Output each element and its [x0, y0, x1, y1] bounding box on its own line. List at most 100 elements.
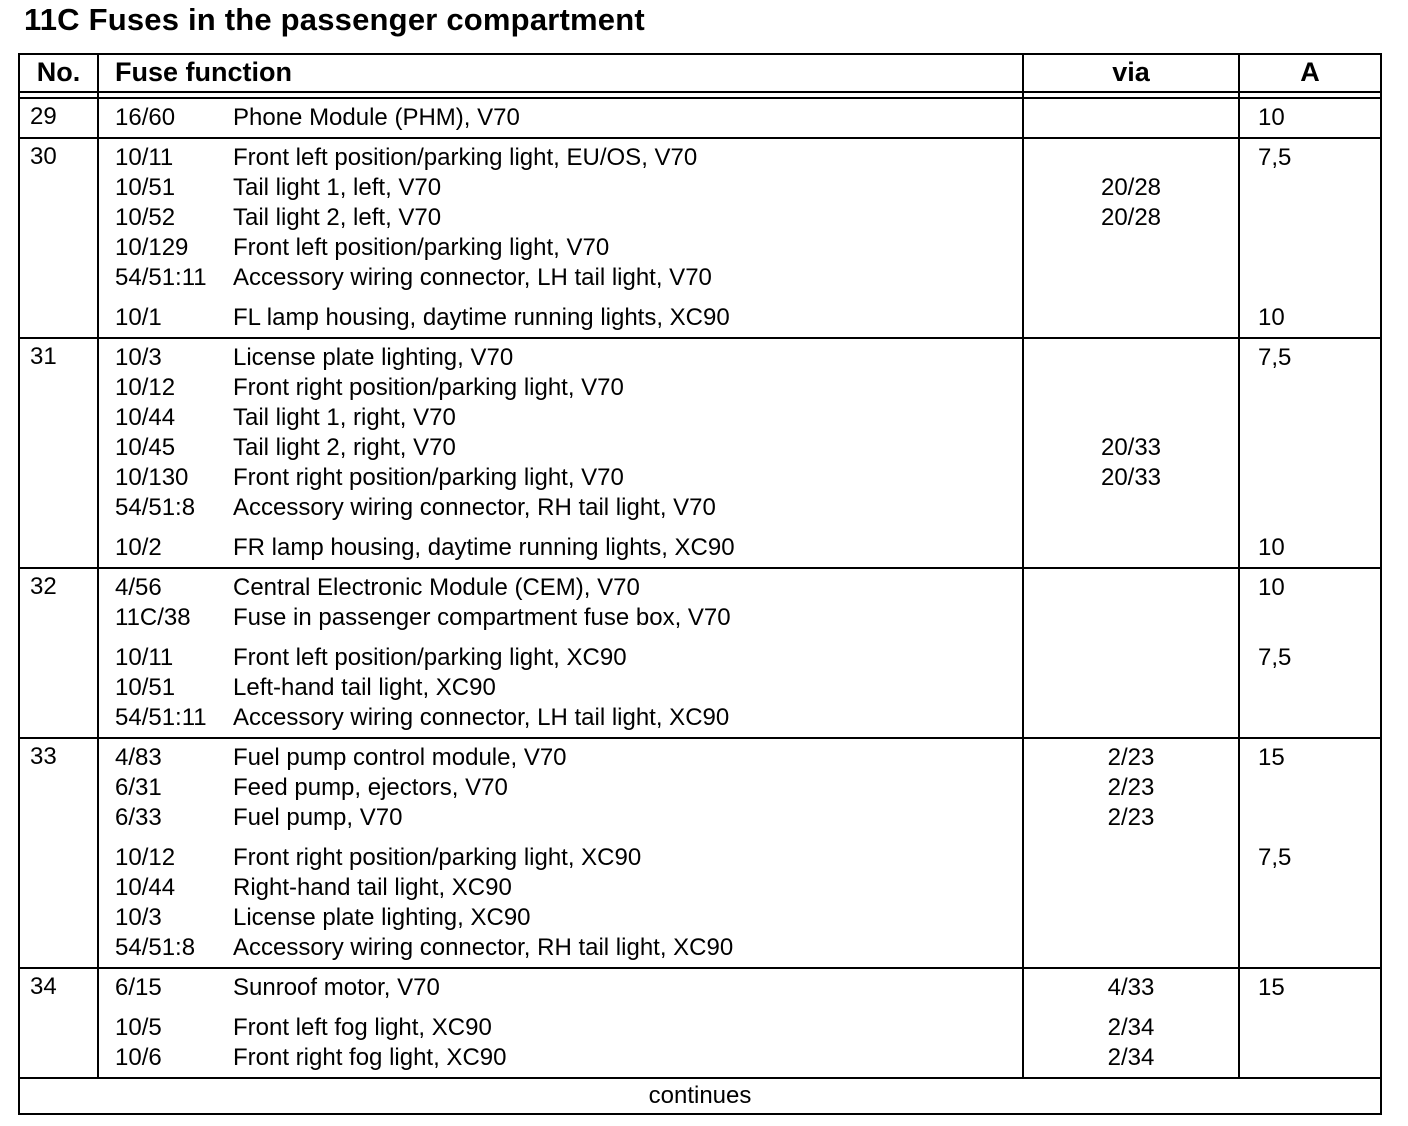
- amp-value: [1240, 373, 1380, 403]
- group-gap: [99, 293, 1022, 303]
- fuse-description: Front left position/parking light, EU/OS…: [233, 144, 698, 171]
- fuse-number: 30: [20, 139, 99, 337]
- fuse-description: Feed pump, ejectors, V70: [233, 774, 508, 801]
- fuse-number: 32: [20, 569, 99, 737]
- fuse-code: 10/130: [115, 464, 189, 491]
- amp-value: 7,5: [1258, 644, 1292, 671]
- fuse-row: 29 16/60 Phone Module (PHM), V70 10: [20, 99, 1380, 139]
- fuse-description: Left-hand tail light, XC90: [233, 674, 496, 701]
- fuse-code: 10/51: [115, 174, 176, 201]
- amp-value: [1240, 773, 1380, 803]
- fuse-description: Front right position/parking light, XC90: [233, 844, 642, 871]
- amp-value: [1240, 1043, 1380, 1073]
- double-line-segment: [1024, 93, 1240, 97]
- fuse-description: Tail light 2, right, V70: [233, 434, 456, 461]
- fuse-description: Fuse in passenger compartment fuse box, …: [233, 604, 731, 631]
- fuse-row: 30 10/11 Front left position/parking light…: [20, 139, 1380, 339]
- via-value: [1024, 903, 1238, 933]
- fuse-description: Accessory wiring connector, LH tail ligh…: [233, 264, 712, 291]
- group-gap: [99, 523, 1022, 533]
- fuse-entry: 10/11 Front left position/parking light, …: [99, 143, 1022, 173]
- fuse-entry: 10/130 Front right position/parking light…: [99, 463, 1022, 493]
- fuse-description: License plate lighting, V70: [233, 344, 514, 371]
- fuse-code: 10/3: [115, 344, 162, 371]
- via-cell: 2/23 2/23 2/23: [1024, 739, 1240, 967]
- group-gap: [1024, 633, 1238, 643]
- continues-row: continues: [20, 1079, 1380, 1113]
- via-value: 2/23: [1107, 744, 1155, 771]
- group-gap: [1024, 833, 1238, 843]
- amp-value: [1240, 873, 1380, 903]
- amp-value: 10: [1258, 534, 1285, 561]
- fuse-description: Sunroof motor, V70: [233, 974, 440, 1001]
- fuse-number: 33: [20, 739, 99, 967]
- fuse-number: 29: [20, 99, 99, 137]
- table-header: No. Fuse function via A: [20, 55, 1380, 93]
- amp-value: 7,5: [1258, 844, 1292, 871]
- amp-value: [1240, 603, 1380, 633]
- fuse-function-cell: 10/3 License plate lighting, V70 10/12 Fron…: [99, 339, 1024, 567]
- fuse-row: 34 6/15 Sunroof motor, V70 10/5 Front left f…: [20, 969, 1380, 1079]
- table-body: 29 16/60 Phone Module (PHM), V70 10 30 10/11 F…: [20, 99, 1380, 1079]
- fuse-code: 10/44: [115, 404, 176, 431]
- fuse-code: 10/12: [115, 374, 176, 401]
- via-value: [1024, 603, 1238, 633]
- fuse-entry: 10/44 Right-hand tail light, XC90: [99, 873, 1022, 903]
- fuse-row: 31 10/3 License plate lighting, V70 10/12 Fr…: [20, 339, 1380, 569]
- via-value: 2/34: [1107, 1014, 1155, 1041]
- fuse-code: 10/45: [115, 434, 176, 461]
- amp-value: 15: [1258, 744, 1285, 771]
- column-header-via: via: [1024, 55, 1240, 91]
- amp-cell: 10: [1240, 99, 1380, 137]
- amp-value: 7,5: [1258, 344, 1292, 371]
- fuse-code: 10/51: [115, 674, 176, 701]
- fuse-function-cell: 6/15 Sunroof motor, V70 10/5 Front left fog…: [99, 969, 1024, 1077]
- continues-label: continues: [648, 1082, 752, 1109]
- fuse-description: Phone Module (PHM), V70: [233, 104, 520, 131]
- group-gap: [99, 633, 1022, 643]
- fuse-code: 10/3: [115, 904, 162, 931]
- fuse-description: Tail light 2, left, V70: [233, 204, 442, 231]
- fuse-description: License plate lighting, XC90: [233, 904, 531, 931]
- fuse-code: 54/51:8: [115, 934, 196, 961]
- fuse-code: 10/11: [115, 644, 174, 671]
- header-double-line: [20, 93, 1380, 99]
- via-value: 20/33: [1100, 434, 1162, 461]
- group-gap: [1240, 633, 1380, 643]
- fuse-code: 10/129: [115, 234, 189, 261]
- fuse-entry: 10/45 Tail light 2, right, V70: [99, 433, 1022, 463]
- via-cell: 4/33 2/34 2/34: [1024, 969, 1240, 1077]
- via-value: 20/28: [1100, 174, 1162, 201]
- via-value: [1024, 673, 1238, 703]
- amp-cell: 10 7,5: [1240, 569, 1380, 737]
- via-value: [1024, 573, 1238, 603]
- amp-cell: 7,5 10: [1240, 339, 1380, 567]
- amp-value: [1240, 403, 1380, 433]
- via-value: [1024, 233, 1238, 263]
- amp-value: 7,5: [1258, 144, 1292, 171]
- amp-cell: 15: [1240, 969, 1380, 1077]
- via-value: [1024, 143, 1238, 173]
- amp-value: [1240, 203, 1380, 233]
- via-value: [1024, 403, 1238, 433]
- fuse-function-cell: 10/11 Front left position/parking light, …: [99, 139, 1024, 337]
- double-line-segment: [99, 93, 1024, 97]
- via-value: [1024, 933, 1238, 963]
- double-line-segment: [20, 93, 99, 97]
- amp-value: 10: [1258, 304, 1285, 331]
- fuse-description: FL lamp housing, daytime running lights,…: [233, 304, 730, 331]
- group-gap: [1240, 523, 1380, 533]
- via-cell: 20/33 20/33: [1024, 339, 1240, 567]
- via-value: [1024, 103, 1238, 133]
- fuse-description: FR lamp housing, daytime running lights,…: [233, 534, 735, 561]
- fuse-code: 6/15: [115, 974, 162, 1001]
- fuse-entry: 10/129 Front left position/parking light,…: [99, 233, 1022, 263]
- amp-value: [1240, 1013, 1380, 1043]
- fuse-entry: 10/44 Tail light 1, right, V70: [99, 403, 1022, 433]
- fuse-code: 4/83: [115, 744, 162, 771]
- fuse-function-cell: 4/56 Central Electronic Module (CEM), V70…: [99, 569, 1024, 737]
- fuse-entry: 10/12 Front right position/parking light,…: [99, 373, 1022, 403]
- via-value: 20/33: [1100, 464, 1162, 491]
- via-value: 2/23: [1107, 804, 1155, 831]
- fuse-description: Front right position/parking light, V70: [233, 374, 624, 401]
